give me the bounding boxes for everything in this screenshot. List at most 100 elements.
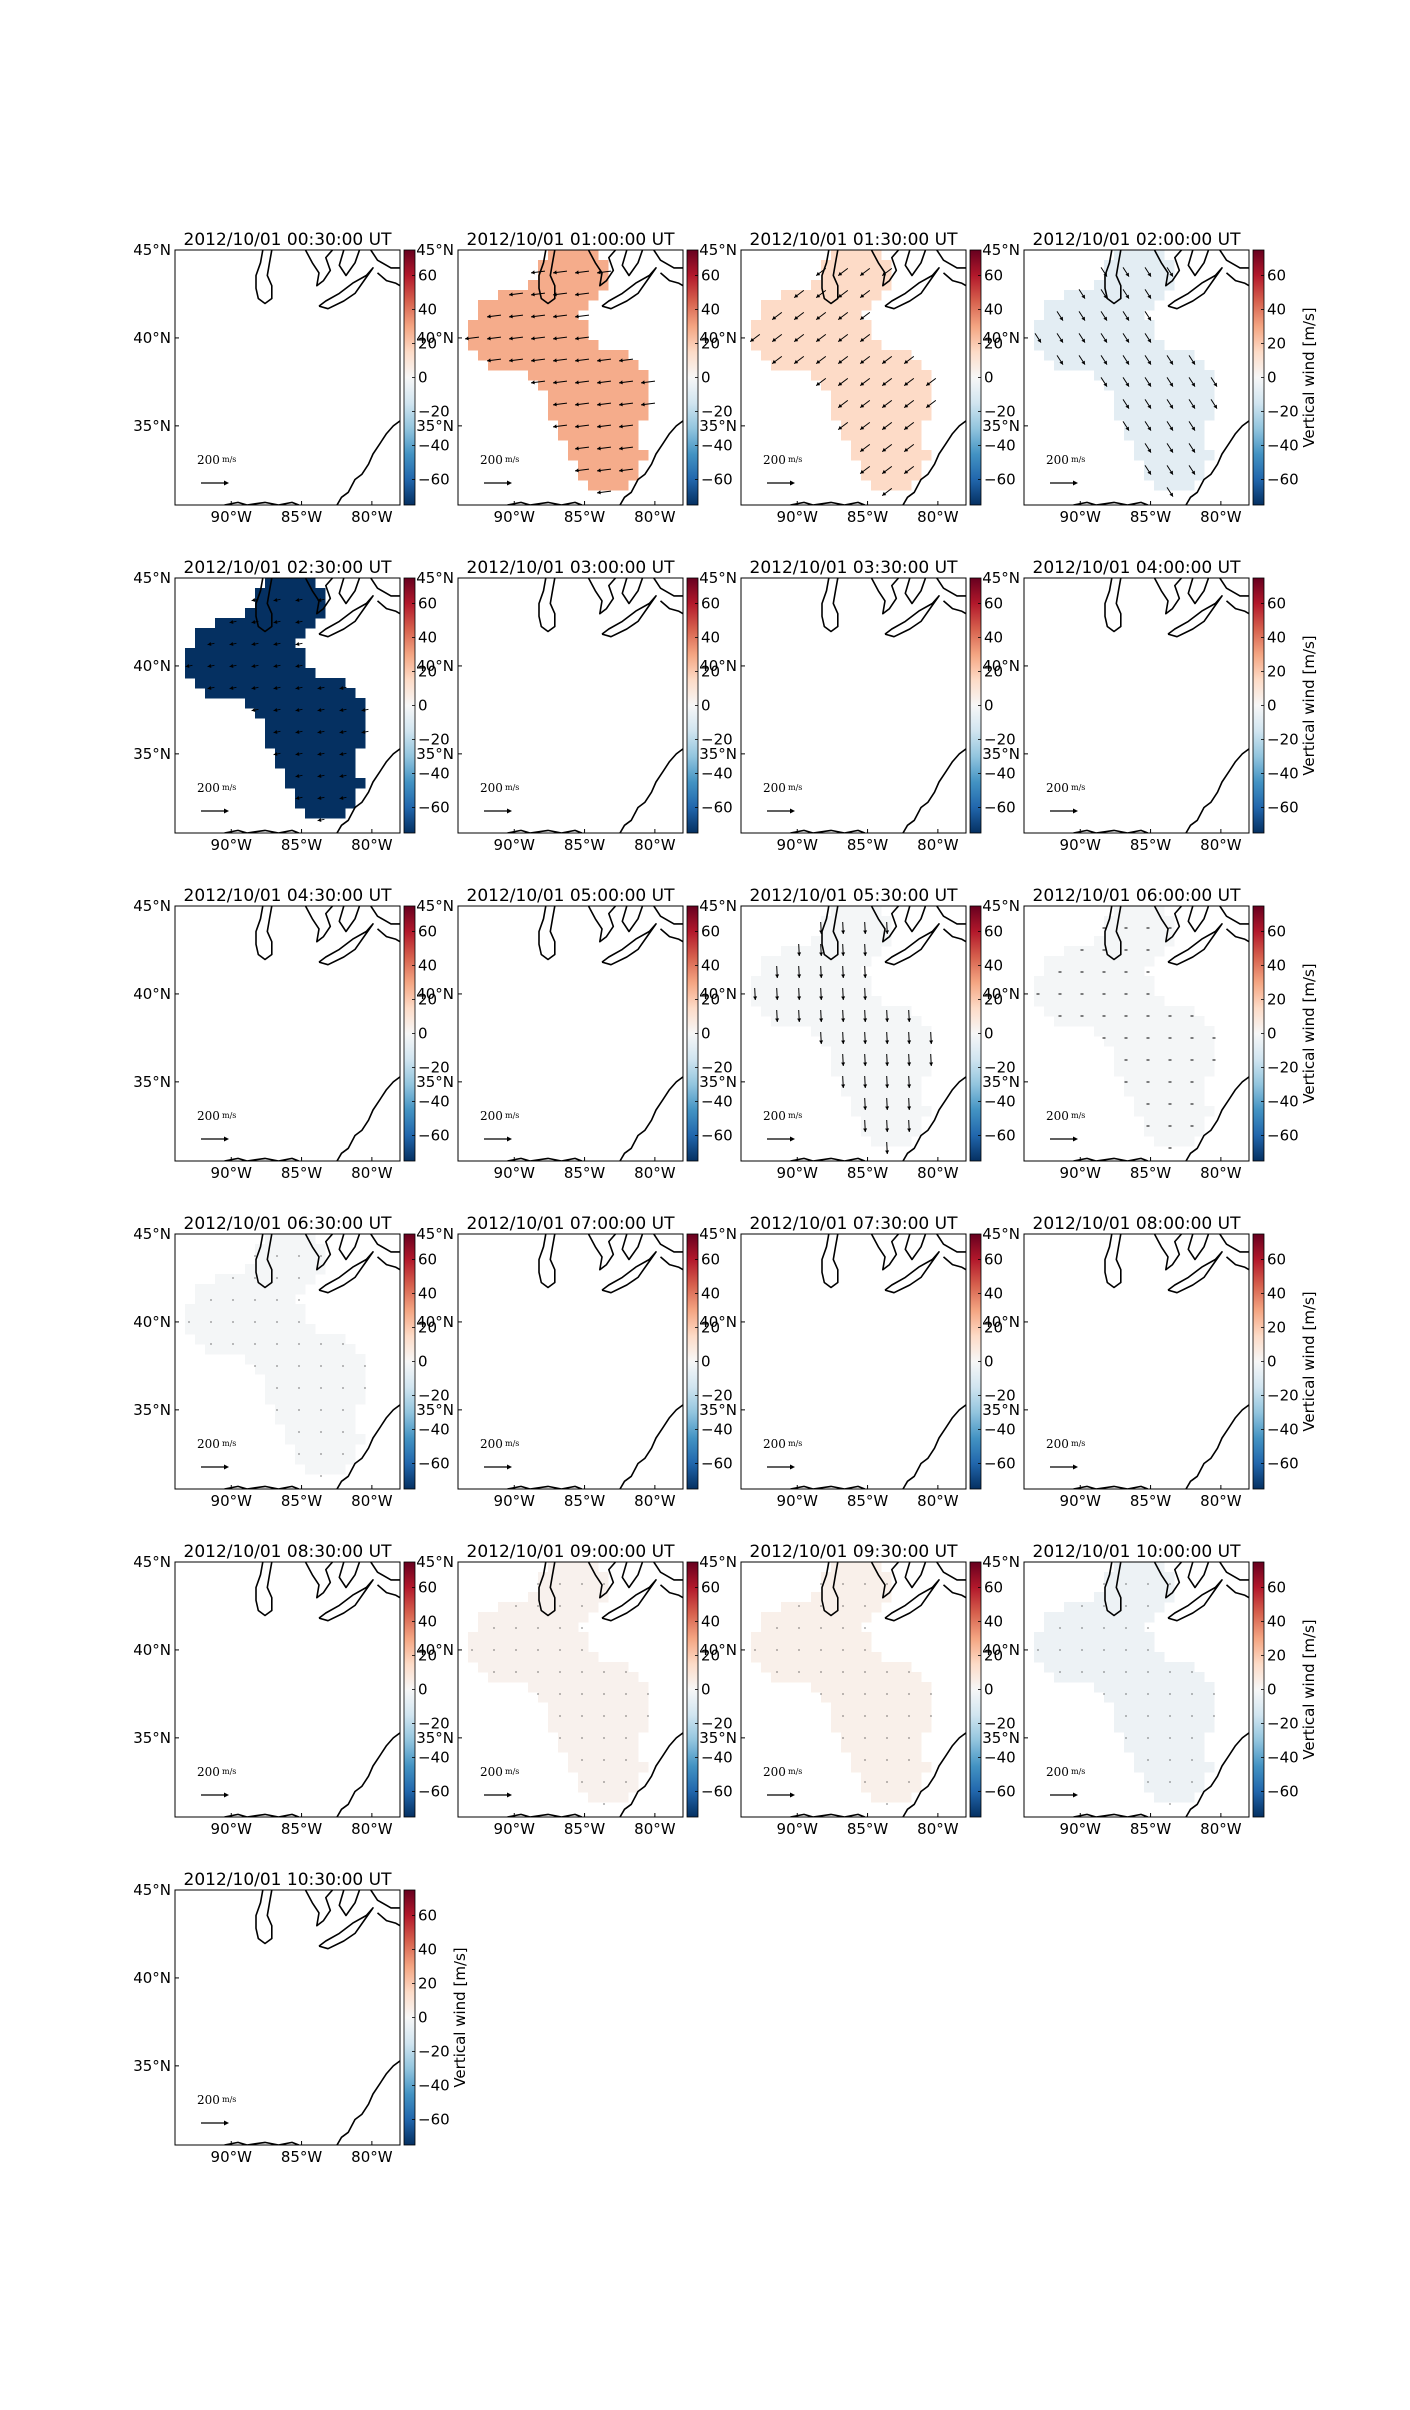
heatmap-cell [1204,390,1215,401]
heatmap-cell [851,400,862,411]
heatmap-cell [1154,1602,1165,1613]
heatmap-cell [881,440,892,451]
heatmap-cell [1114,1622,1125,1633]
heatmap-cell [265,608,276,619]
heatmap-cell [1134,430,1145,441]
heatmap-cell [831,1026,842,1037]
heatmap-cell [488,1652,499,1663]
heatmap-cell [285,728,296,739]
lon-tick-label: 85°W [1130,1492,1172,1510]
heatmap-cell [265,1374,276,1385]
heatmap-cell [295,658,306,669]
heatmap-cell [921,1066,932,1077]
heatmap-cell [255,668,266,679]
lat-tick-label: 40°N [699,657,737,675]
wind-arrow-head [882,359,887,364]
wind-arrow-head [907,1062,912,1066]
heatmap-cell [185,668,196,679]
heatmap-cell [628,420,639,431]
heatmap-cell [528,1682,539,1693]
heatmap-cell [255,1324,266,1335]
quiver-key-label: 200 [763,1109,786,1123]
heatmap-cell [598,280,609,291]
heatmap-cell [911,1126,922,1137]
heatmap-cell [811,1642,822,1653]
heatmap-cell [335,808,346,819]
coastline [318,267,374,310]
heatmap-cell [1124,1602,1135,1613]
heatmap-cell [871,430,882,441]
lon-tick-label: 90°W [211,2148,253,2166]
heatmap-cell [841,1026,852,1037]
quiver-key-unit: m/s [505,1439,519,1448]
heatmap-cell [325,1354,336,1365]
heatmap-cell [578,1682,589,1693]
heatmap-cell [1114,916,1125,927]
wind-arrow-head [273,730,278,734]
heatmap-cell [1194,470,1205,481]
heatmap-cell [891,1702,902,1713]
heatmap-cell [901,1036,912,1047]
heatmap-cell [578,360,589,371]
heatmap-cell [841,926,852,937]
wind-arrow-head [1125,272,1129,277]
heatmap-cell [841,1652,852,1663]
colorbar-tick-label: −20 [1267,1059,1299,1077]
heatmap-cell [1104,380,1115,391]
lon-tick-label: 90°W [1060,1820,1102,1838]
wind-arrow-head [1125,338,1129,343]
heatmap-cell [801,340,812,351]
heatmap-cell [1144,440,1155,451]
heatmap-cell [265,618,276,629]
wind-arrow-head [641,380,645,385]
heatmap-cell [851,430,862,441]
heatmap-cell [881,390,892,401]
heatmap-cell [811,1602,822,1613]
wind-arrow-head [619,468,623,473]
heatmap-cell [1094,1632,1105,1643]
heatmap-cell [568,1662,579,1673]
heatmap-cell [1114,1712,1125,1723]
heatmap-cell [901,470,912,481]
heatmap-cell [1094,1006,1105,1017]
lat-tick-label: 35°N [982,745,1020,763]
heatmap-cell [881,1006,892,1017]
wind-arrow-head [575,270,579,275]
heatmap-cell [295,738,306,749]
heatmap-cell [1184,370,1195,381]
heatmap-cell [558,1592,569,1603]
heatmap-cell [911,1066,922,1077]
heatmap-cell [305,598,316,609]
heatmap-cell [821,956,832,967]
heatmap-cell [761,1622,772,1633]
heatmap-cell [911,1106,922,1117]
colorbar-tick-label: 0 [1267,697,1277,715]
heatmap-cell [1154,1046,1165,1057]
coastline [224,1157,300,1161]
heatmap-cell [841,956,852,967]
heatmap-cell [335,1374,346,1385]
heatmap-cell [225,618,236,629]
heatmap-cell [215,628,226,639]
heatmap-cell [841,1672,852,1683]
heatmap-cell [801,1662,812,1673]
heatmap-cell [1144,1056,1155,1067]
heatmap-cell [821,1672,832,1683]
colorbar-tick-label: 0 [984,1681,994,1699]
heatmap-cell [1144,1732,1155,1743]
colorbar-tick-label: 20 [418,335,437,353]
heatmap-cell [335,788,346,799]
heatmap-cell [215,1294,226,1305]
heatmap-cell [1174,1036,1185,1047]
heatmap-cell [1194,1742,1205,1753]
heatmap-cell [871,270,882,281]
heatmap-cell [1154,410,1165,421]
wind-arrow-head [295,686,300,690]
heatmap-cell [1124,1076,1135,1087]
heatmap-cell [568,360,579,371]
heatmap-cell [891,440,902,451]
wind-arrow-head [775,974,780,978]
heatmap-cell [1114,350,1125,361]
